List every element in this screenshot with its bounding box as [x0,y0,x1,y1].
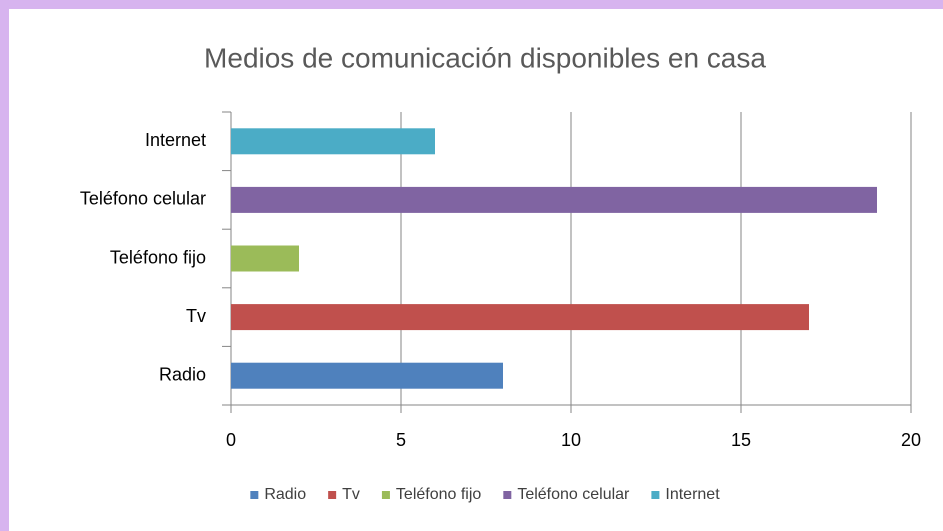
frame-left [0,0,9,531]
bar [231,362,503,389]
x-tick-label: 15 [731,430,751,450]
y-tick-label: Teléfono celular [80,189,206,209]
y-tick-label: Teléfono fijo [110,247,206,267]
legend-swatch [503,491,512,499]
y-tick-label: Tv [186,306,206,326]
x-tick-label: 20 [901,430,921,450]
legend-swatch [250,491,259,499]
x-tick-label: 5 [396,430,406,450]
legend-swatch [381,491,390,499]
bar [231,245,299,272]
legend-label: Teléfono fijo [396,486,481,503]
legend-swatch [651,491,660,499]
legend-label: Internet [665,486,720,503]
bar [231,186,877,213]
y-tick-label: Radio [159,364,206,384]
legend-swatch [328,491,337,499]
frame-top [0,0,943,9]
chart-title: Medios de comunicación disponibles en ca… [204,42,766,73]
bar [231,128,435,155]
legend-label: Radio [264,486,306,503]
legend-label: Teléfono celular [517,486,630,503]
x-tick-label: 0 [226,430,236,450]
y-tick-label: Internet [145,130,206,150]
legend-label: Tv [342,486,360,503]
bar [231,304,809,331]
x-tick-label: 10 [561,430,581,450]
